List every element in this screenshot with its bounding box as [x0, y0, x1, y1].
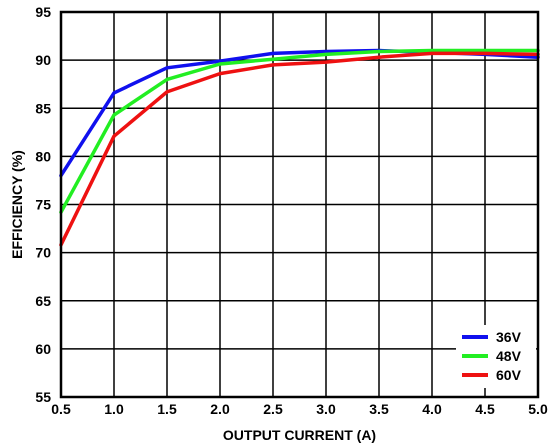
legend-label-60v: 60V [496, 367, 522, 383]
x-tick-label: 3.5 [369, 401, 389, 417]
legend: 36V 48V 60V [456, 325, 536, 388]
y-tick-label: 85 [35, 100, 51, 116]
x-axis-title: OUTPUT CURRENT (A) [223, 427, 376, 443]
legend-label-36v: 36V [496, 329, 522, 345]
x-tick-label: 2.5 [263, 401, 283, 417]
y-tick-labels: 55 60 65 70 75 80 85 90 95 [35, 4, 51, 405]
x-tick-label: 2.0 [210, 401, 230, 417]
y-axis-title: EFFICIENCY (%) [9, 150, 25, 259]
x-tick-label: 3.0 [316, 401, 336, 417]
y-tick-label: 70 [35, 245, 51, 261]
legend-label-48v: 48V [496, 348, 522, 364]
y-tick-label: 80 [35, 148, 51, 164]
x-tick-label: 5.0 [528, 401, 548, 417]
series-line-60v [59, 51, 540, 247]
y-tick-label: 65 [35, 293, 51, 309]
x-tick-label: 4.5 [475, 401, 495, 417]
x-tick-label: 1.5 [157, 401, 177, 417]
y-tick-label: 55 [35, 389, 51, 405]
plot-frame [59, 10, 540, 399]
y-tick-label: 90 [35, 52, 51, 68]
x-tick-labels: 0.5 1.0 1.5 2.0 2.5 3.0 3.5 4.0 4.5 5.0 [51, 401, 548, 417]
series-lines [59, 48, 540, 247]
x-tick-label: 1.0 [104, 401, 124, 417]
x-tick-label: 4.0 [422, 401, 442, 417]
x-tick-label: 0.5 [51, 401, 71, 417]
y-tick-label: 95 [35, 4, 51, 20]
series-line-48v [59, 48, 540, 214]
y-tick-label: 75 [35, 197, 51, 213]
y-tick-label: 60 [35, 341, 51, 357]
